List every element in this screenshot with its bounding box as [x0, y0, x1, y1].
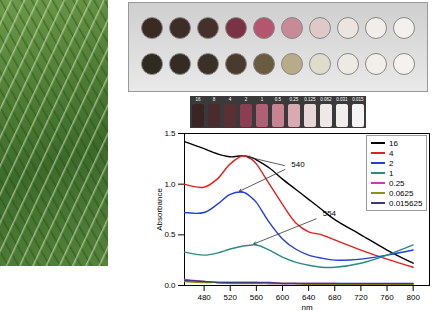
- svg-text:nm: nm: [301, 303, 312, 311]
- html-text:0.031: 0.031: [336, 97, 348, 102]
- svg-text:560: 560: [250, 293, 264, 302]
- svg-text:Absorbance: Absorbance: [155, 188, 164, 231]
- svg-text:760: 760: [380, 293, 394, 302]
- html-text:1: 1: [260, 97, 264, 102]
- html-text:4: 4: [228, 97, 232, 102]
- html-text:0.25: 0.25: [389, 178, 405, 188]
- svg-text:600: 600: [276, 293, 290, 302]
- html-text:16: 16: [389, 138, 398, 148]
- svg-text:680: 680: [328, 293, 342, 302]
- svg-text:480: 480: [197, 293, 211, 302]
- html-text:8: 8: [212, 97, 216, 102]
- html-text:0.0625: 0.0625: [389, 188, 414, 198]
- html-text:0.5: 0.5: [274, 97, 282, 102]
- html-text:1: 1: [389, 168, 394, 178]
- svg-text:640: 640: [302, 293, 316, 302]
- html-text:2: 2: [389, 158, 394, 168]
- svg-text:720: 720: [354, 293, 368, 302]
- html-text:0.25: 0.25: [289, 97, 299, 102]
- svg-text:540: 540: [291, 160, 305, 169]
- svg-text:800: 800: [406, 293, 420, 302]
- html-text:0.015: 0.015: [352, 97, 364, 102]
- html-text:0.125: 0.125: [304, 97, 316, 102]
- html-text:16: 16: [195, 97, 201, 102]
- html-text:2: 2: [244, 97, 248, 102]
- svg-text:1.5: 1.5: [164, 129, 176, 138]
- svg-text:1.0: 1.0: [164, 180, 176, 189]
- html-text:0.062: 0.062: [320, 97, 332, 102]
- html-text:0.015625: 0.015625: [389, 198, 423, 208]
- svg-text:554: 554: [323, 209, 337, 218]
- svg-text:0.0: 0.0: [164, 281, 176, 290]
- svg-text:0.5: 0.5: [164, 230, 176, 239]
- svg-text:520: 520: [224, 293, 238, 302]
- html-text:4: 4: [389, 148, 394, 158]
